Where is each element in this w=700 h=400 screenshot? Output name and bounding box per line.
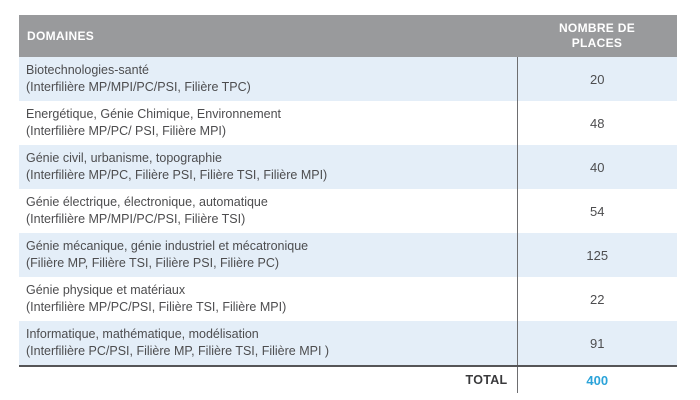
total-value: 400 — [516, 365, 677, 393]
places-cell: 20 — [516, 57, 677, 101]
domain-cell: Génie mécanique, génie industriel et méc… — [19, 233, 517, 277]
domain-name: Génie mécanique, génie industriel et méc… — [26, 239, 309, 253]
table-row: Génie civil, urbanisme, topographie (Int… — [19, 145, 677, 189]
domain-filieres: (Interfilière MP/PC/PSI, Filière TSI, Fi… — [26, 300, 287, 314]
domain-filieres: (Interfilière MP/MPI/PC/PSI, Filière TSI… — [26, 212, 246, 226]
domain-cell: Informatique, mathématique, modélisation… — [19, 321, 517, 366]
places-cell: 91 — [516, 321, 677, 366]
places-cell: 22 — [516, 277, 677, 321]
domain-name: Génie physique et matériaux — [26, 283, 186, 297]
domain-name: Energétique, Génie Chimique, Environneme… — [26, 107, 282, 121]
domain-cell: Energétique, Génie Chimique, Environneme… — [19, 101, 517, 145]
table-row: Biotechnologies-santé (Interfilière MP/M… — [19, 57, 677, 101]
domain-name: Génie électrique, électronique, automati… — [26, 195, 268, 209]
domain-cell: Génie physique et matériaux (Interfilièr… — [19, 277, 517, 321]
places-table: DOMAINES NOMBRE DE PLACES Biotechnologie… — [19, 15, 677, 393]
table-row: Génie physique et matériaux (Interfilièr… — [19, 277, 677, 321]
domain-name: Biotechnologies-santé — [26, 63, 149, 77]
total-row: TOTAL 400 — [19, 365, 677, 393]
table-row: Energétique, Génie Chimique, Environneme… — [19, 101, 677, 145]
table-row: Génie électrique, électronique, automati… — [19, 189, 677, 233]
places-cell: 48 — [516, 101, 677, 145]
header-domaines: DOMAINES — [19, 15, 517, 57]
header-nombre-de-places: NOMBRE DE PLACES — [517, 15, 677, 57]
places-cell: 125 — [516, 233, 677, 277]
domain-cell: Biotechnologies-santé (Interfilière MP/M… — [19, 57, 517, 101]
table-row: Informatique, mathématique, modélisation… — [19, 321, 677, 366]
domain-name: Génie civil, urbanisme, topographie — [26, 151, 222, 165]
domain-name: Informatique, mathématique, modélisation — [26, 327, 259, 341]
domain-filieres: (Interfilière MP/MPI/PC/PSI, Filière TPC… — [26, 80, 251, 94]
header-places-line1: NOMBRE DE — [558, 21, 636, 35]
places-cell: 40 — [516, 145, 677, 189]
table-row: Génie mécanique, génie industriel et méc… — [19, 233, 677, 277]
domain-filieres: (Interfilière MP/PC/ PSI, Filière MPI) — [26, 124, 227, 138]
places-cell: 54 — [516, 189, 677, 233]
domain-filieres: (Interfilière MP/PC, Filière PSI, Filièr… — [26, 168, 328, 182]
domain-cell: Génie électrique, électronique, automati… — [19, 189, 517, 233]
table-header-row: DOMAINES NOMBRE DE PLACES — [19, 15, 677, 57]
domain-filieres: (Interfilière PC/PSI, Filière MP, Filièr… — [26, 344, 330, 358]
domain-cell: Génie civil, urbanisme, topographie (Int… — [19, 145, 517, 189]
domain-filieres: (Filière MP, Filière TSI, Filière PSI, F… — [26, 256, 280, 270]
header-places-line2: PLACES — [571, 36, 623, 50]
total-label: TOTAL — [19, 365, 517, 393]
